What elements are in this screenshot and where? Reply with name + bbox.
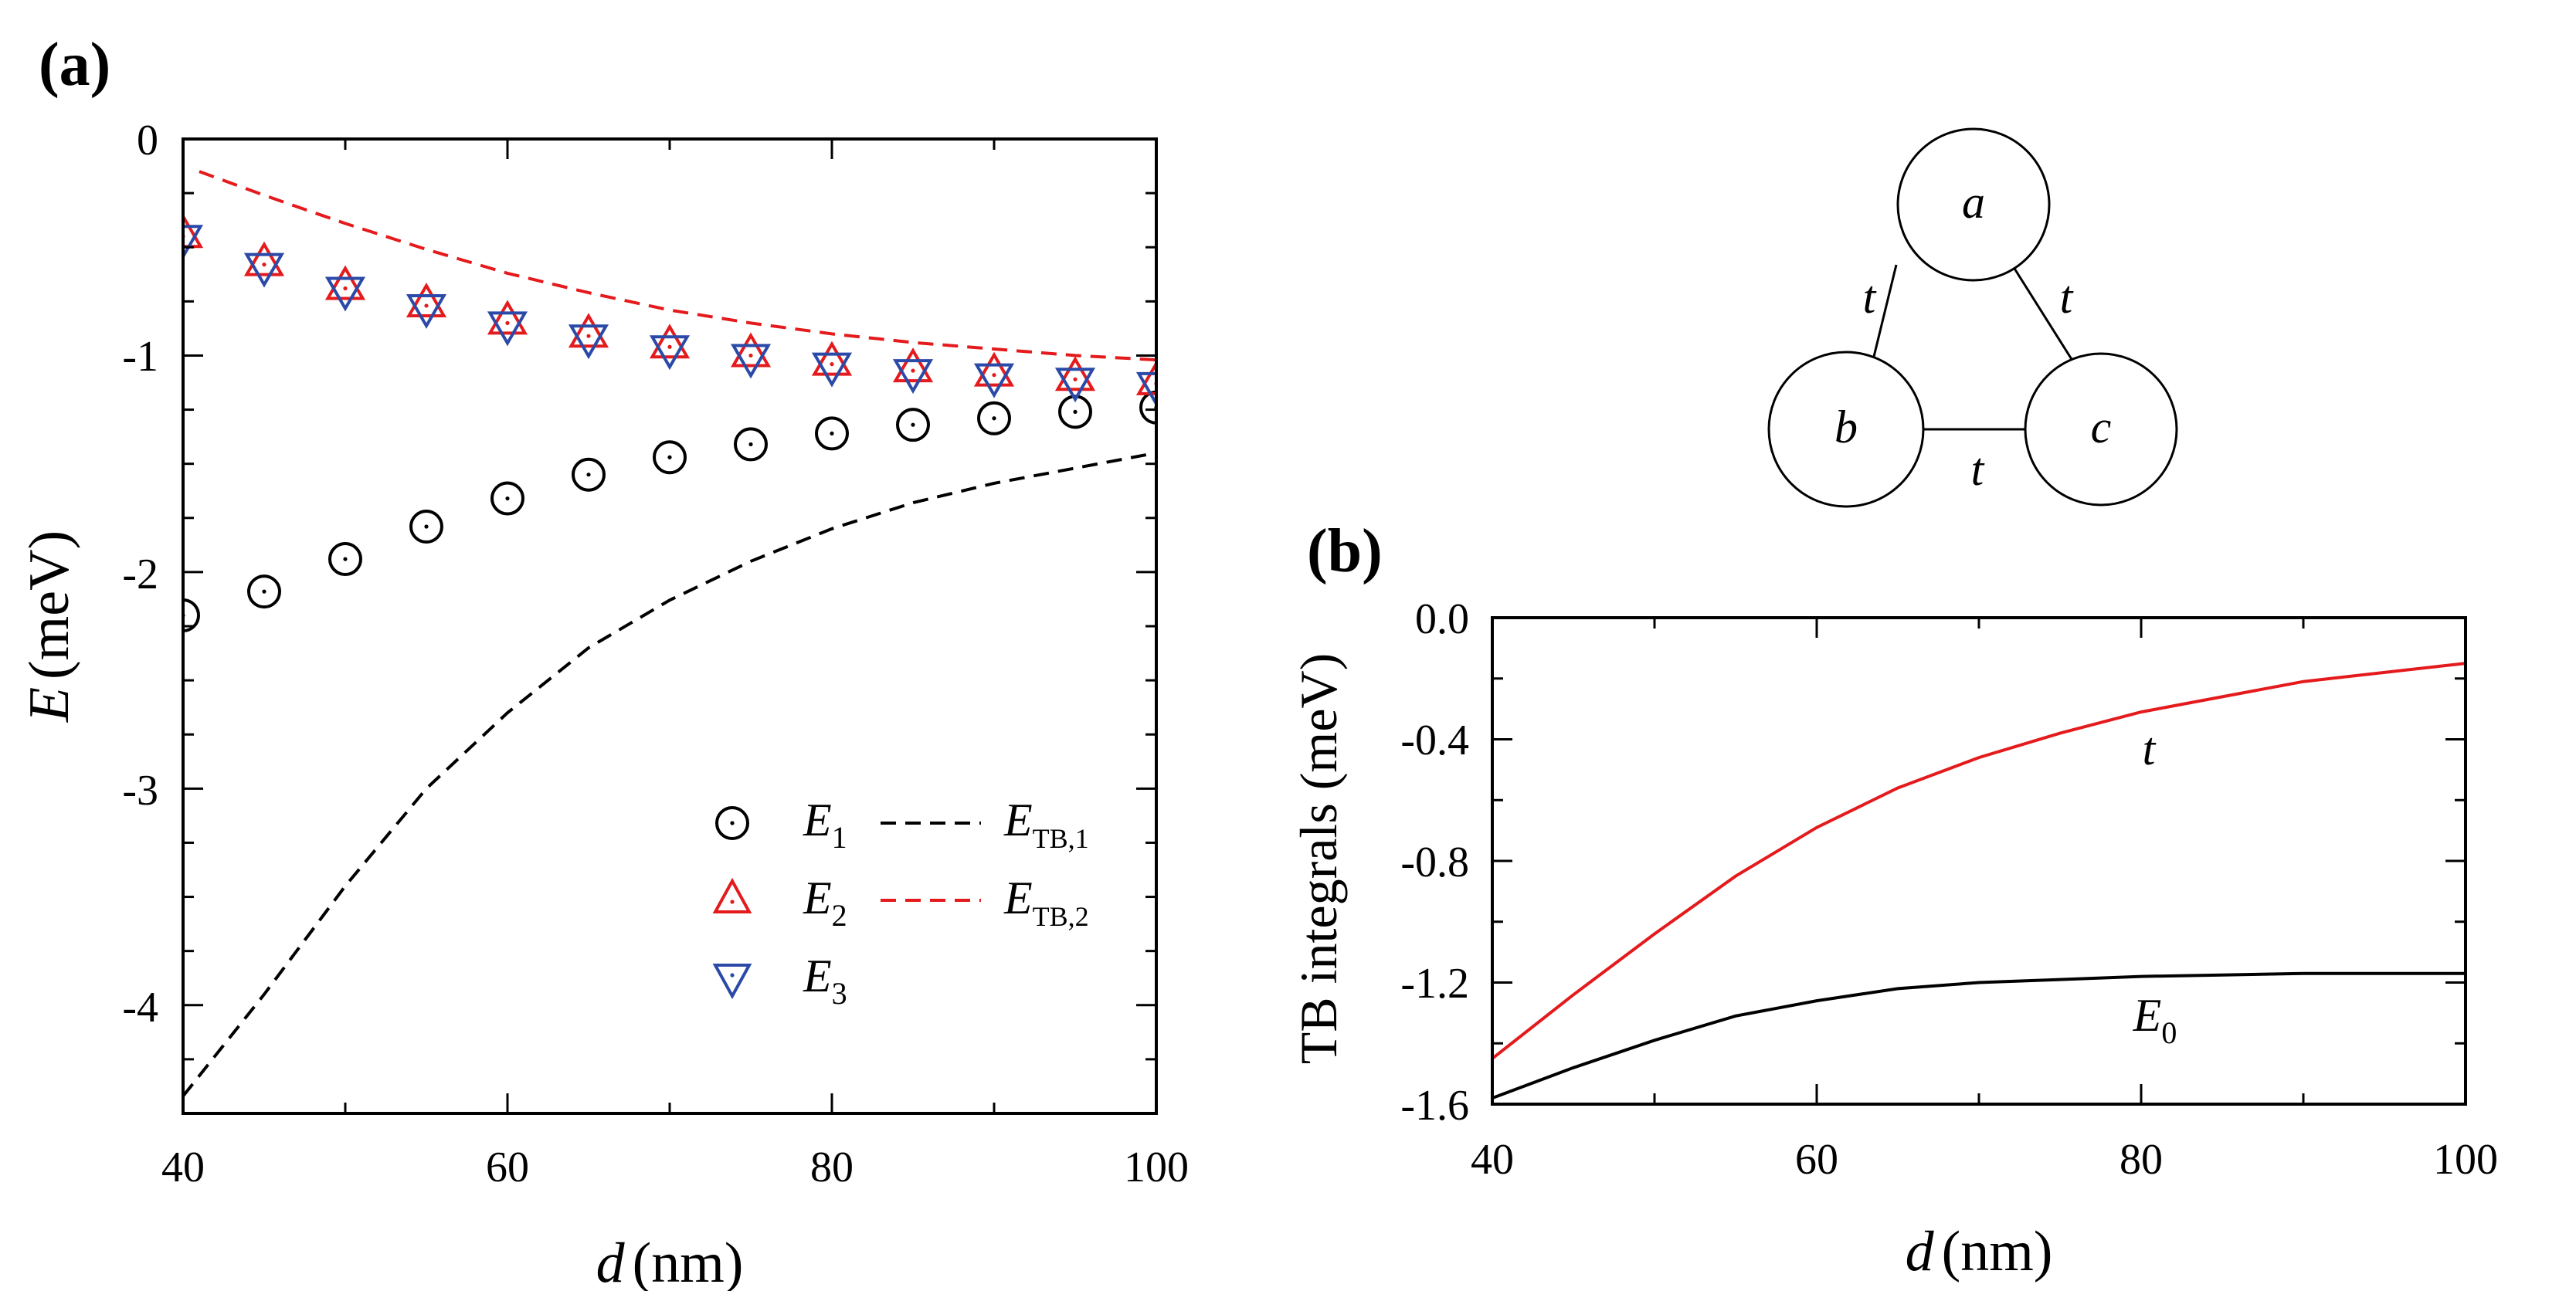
- legend-label-etb1: ETB,1: [1003, 795, 1089, 854]
- a-x-axis-title: d (nm): [596, 1232, 744, 1291]
- data-point-e2: [973, 351, 1015, 387]
- data-point-e3: [406, 293, 447, 329]
- b-xtick-label: 100: [2433, 1136, 2498, 1184]
- legend-label-e1: E1: [803, 795, 847, 855]
- panel-b-plot-area: [1492, 662, 2466, 1100]
- data-point-e1: [490, 481, 524, 516]
- b-xtick-label: 40: [1471, 1136, 1514, 1184]
- a-ytick-label: -2: [122, 551, 158, 598]
- legend-entry-e2: E2: [712, 873, 847, 933]
- data-point-e2: [568, 313, 609, 348]
- data-point-e1: [734, 427, 768, 462]
- data-point-e3: [973, 363, 1015, 398]
- data-point-e2: [406, 282, 447, 317]
- diagram-node-b: [1767, 351, 1925, 508]
- data-point-e1: [572, 457, 606, 492]
- data-point-e3: [730, 344, 772, 379]
- series-line-t: [1492, 662, 2466, 1060]
- a-ytick-label: 0: [137, 117, 158, 164]
- data-point-e3: [183, 225, 204, 260]
- b-ytick-label: -1.2: [1400, 960, 1469, 1008]
- a-xtick-label: 60: [486, 1144, 529, 1191]
- panel-a-ticks: [182, 137, 1158, 1113]
- legend-label-etb2: ETB,2: [1003, 873, 1089, 932]
- b-series-label-e0: E0: [2133, 990, 2177, 1050]
- b-y-axis-title: TB integrals (meV): [1289, 653, 1348, 1065]
- diagram-edge-ac: [2011, 264, 2075, 364]
- data-point-e2: [324, 265, 366, 300]
- legend-entry-e3: E3: [712, 950, 847, 1011]
- panel-a: (a) 40 60 80 100 0 -1 -2 -3 -4 d (nm) E(m…: [18, 31, 1189, 1291]
- triangle-diagram: a b c t t t: [1767, 127, 2178, 508]
- data-point-e3: [892, 359, 934, 395]
- legend-entry-etb1: ETB,1: [881, 795, 1089, 854]
- a-ytick-label: -1: [122, 333, 158, 381]
- panel-a-frame: [182, 137, 1158, 1115]
- data-point-e3: [1054, 368, 1096, 403]
- data-point-e3: [568, 324, 609, 360]
- b-ytick-label: 0.0: [1415, 595, 1469, 643]
- a-y-axis-title: E(meV): [18, 530, 81, 723]
- a-ytick-label: -3: [122, 767, 158, 815]
- diagram-edge-ac-label: t: [2060, 272, 2074, 323]
- panel-a-label: (a): [39, 31, 110, 99]
- data-point-e1: [328, 542, 362, 577]
- data-point-e3: [324, 276, 366, 312]
- b-series-label-t: t: [2143, 723, 2157, 774]
- data-point-e1: [815, 416, 849, 451]
- b-ytick-label: -1.6: [1400, 1082, 1469, 1130]
- a-xtick-label: 40: [161, 1144, 205, 1191]
- data-point-e3: [649, 335, 691, 371]
- data-point-e3: [1135, 371, 1156, 407]
- data-point-e2: [243, 241, 285, 276]
- data-point-e2: [892, 347, 934, 383]
- data-point-e1: [977, 401, 1011, 435]
- b-ytick-label: -0.8: [1400, 839, 1469, 886]
- legend-marker-triangle-up: [712, 877, 752, 913]
- data-point-e1: [247, 574, 281, 609]
- panel-b-frame: [1491, 616, 2467, 1106]
- diagram-node-c-label: c: [2091, 402, 2112, 452]
- a-xtick-label: 80: [810, 1144, 854, 1191]
- diagram-node-a: [1896, 127, 2051, 282]
- legend-marker-triangle-down: [712, 964, 752, 1000]
- diagram-edge-ab-label: t: [1863, 272, 1877, 323]
- data-point-e2: [730, 332, 772, 368]
- b-ytick-label: -0.4: [1400, 717, 1469, 764]
- b-xtick-label: 80: [2120, 1136, 2163, 1184]
- b-xtick-label: 60: [1795, 1136, 1838, 1184]
- data-point-e3: [811, 352, 853, 388]
- legend-label-e2: E2: [803, 873, 847, 933]
- data-point-e2: [1054, 356, 1096, 391]
- data-point-e2: [811, 341, 853, 376]
- legend-label-e3: E3: [803, 950, 847, 1011]
- diagram-node-b-label: b: [1834, 402, 1858, 452]
- a-legend: E1 E2 E3 ETB,1: [712, 795, 1089, 1011]
- diagram-node-c: [2024, 352, 2178, 507]
- diagram-edge-ab: [1871, 264, 1898, 364]
- series-line-e0: [1492, 971, 2466, 1100]
- data-point-e3: [243, 252, 285, 288]
- a-xtick-label: 100: [1124, 1144, 1189, 1191]
- diagram-edge-bc-label: t: [1971, 444, 1985, 495]
- data-point-e1: [896, 408, 930, 442]
- b-x-axis-title: d (nm): [1906, 1220, 2053, 1283]
- panel-b-label: (b): [1307, 517, 1383, 585]
- data-point-e2: [649, 324, 691, 359]
- panel-a-plot-area: [183, 170, 1156, 1097]
- panel-b: (b) 40 60 80 100 0.0 -0.4 -0.8 -1.2 -1.6…: [1289, 517, 2498, 1283]
- data-point-e1: [653, 440, 687, 475]
- data-point-e2: [487, 300, 528, 335]
- data-point-e3: [487, 311, 528, 347]
- series-line-etb2: [199, 170, 1156, 362]
- legend-entry-e1: E1: [715, 795, 847, 855]
- a-ytick-label: -4: [122, 984, 158, 1032]
- legend-marker-circle: [715, 806, 749, 840]
- series-line-etb1: [183, 451, 1156, 1097]
- panel-b-ticks: [1491, 616, 2467, 1106]
- diagram-node-a-label: a: [1962, 177, 1985, 228]
- data-point-e1: [409, 509, 443, 544]
- legend-entry-etb2: ETB,2: [881, 873, 1089, 932]
